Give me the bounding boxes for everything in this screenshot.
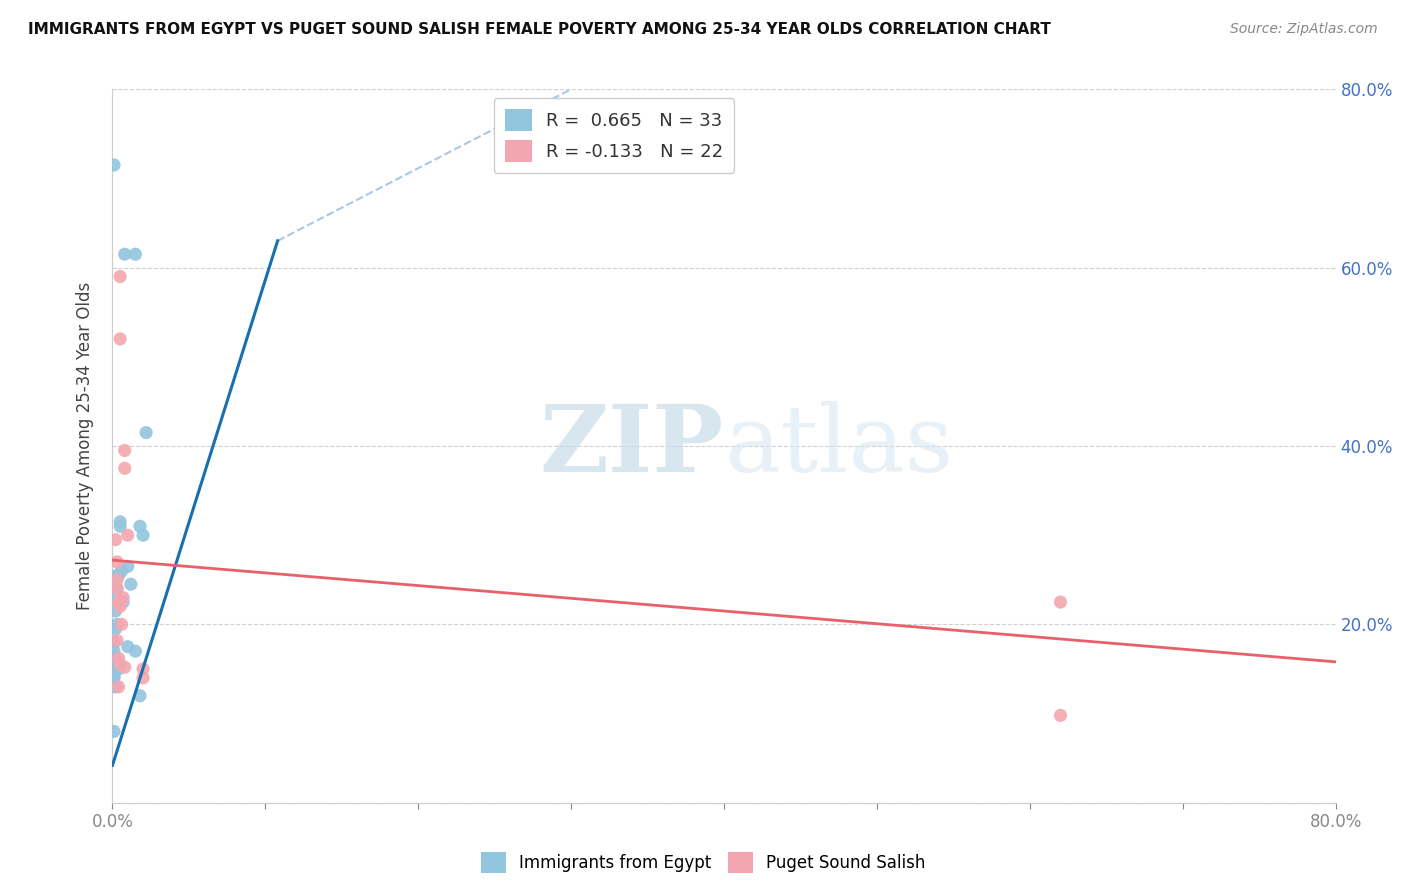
Point xyxy=(114,247,136,261)
Point xyxy=(112,591,135,605)
Point xyxy=(117,559,139,574)
Point xyxy=(104,680,127,694)
Point xyxy=(112,595,135,609)
Point xyxy=(103,671,125,685)
Y-axis label: Female Poverty Among 25-34 Year Olds: Female Poverty Among 25-34 Year Olds xyxy=(76,282,94,610)
Point xyxy=(132,662,155,676)
Point xyxy=(105,657,128,672)
Point xyxy=(103,635,125,649)
Point xyxy=(135,425,157,440)
Point xyxy=(114,461,136,475)
Point xyxy=(105,582,128,596)
Point xyxy=(1049,708,1071,723)
Point xyxy=(124,644,146,658)
Point xyxy=(107,595,129,609)
Point xyxy=(132,671,155,685)
Point xyxy=(111,564,134,578)
Point xyxy=(104,533,127,547)
Point xyxy=(124,247,146,261)
Point xyxy=(1049,595,1071,609)
Point xyxy=(104,591,127,605)
Point xyxy=(103,669,125,683)
Point xyxy=(117,640,139,654)
Text: IMMIGRANTS FROM EGYPT VS PUGET SOUND SALISH FEMALE POVERTY AMONG 25-34 YEAR OLDS: IMMIGRANTS FROM EGYPT VS PUGET SOUND SAL… xyxy=(28,22,1052,37)
Legend: Immigrants from Egypt, Puget Sound Salish: Immigrants from Egypt, Puget Sound Salis… xyxy=(474,846,932,880)
Point xyxy=(107,662,129,676)
Point xyxy=(129,519,152,533)
Point xyxy=(107,568,129,582)
Text: ZIP: ZIP xyxy=(540,401,724,491)
Point xyxy=(103,724,125,739)
Point xyxy=(108,657,131,672)
Point xyxy=(114,443,136,458)
Point xyxy=(107,651,129,665)
Point xyxy=(120,577,142,591)
Point xyxy=(105,633,128,648)
Text: Source: ZipAtlas.com: Source: ZipAtlas.com xyxy=(1230,22,1378,37)
Point xyxy=(105,617,128,632)
Point xyxy=(105,582,128,596)
Point xyxy=(108,519,131,533)
Point xyxy=(105,555,128,569)
Point xyxy=(117,528,139,542)
Point xyxy=(111,617,134,632)
Point xyxy=(103,648,125,663)
Point xyxy=(105,568,128,582)
Point xyxy=(103,644,125,658)
Point xyxy=(129,689,152,703)
Point xyxy=(104,622,127,636)
Text: atlas: atlas xyxy=(724,401,953,491)
Point xyxy=(108,269,131,284)
Point xyxy=(108,332,131,346)
Point xyxy=(132,528,155,542)
Legend: R =  0.665   N = 33, R = -0.133   N = 22: R = 0.665 N = 33, R = -0.133 N = 22 xyxy=(494,98,734,173)
Point xyxy=(107,680,129,694)
Point xyxy=(108,515,131,529)
Point xyxy=(105,573,128,587)
Point xyxy=(103,158,125,172)
Point xyxy=(103,655,125,669)
Point xyxy=(104,604,127,618)
Point xyxy=(114,660,136,674)
Point xyxy=(108,599,131,614)
Point xyxy=(104,653,127,667)
